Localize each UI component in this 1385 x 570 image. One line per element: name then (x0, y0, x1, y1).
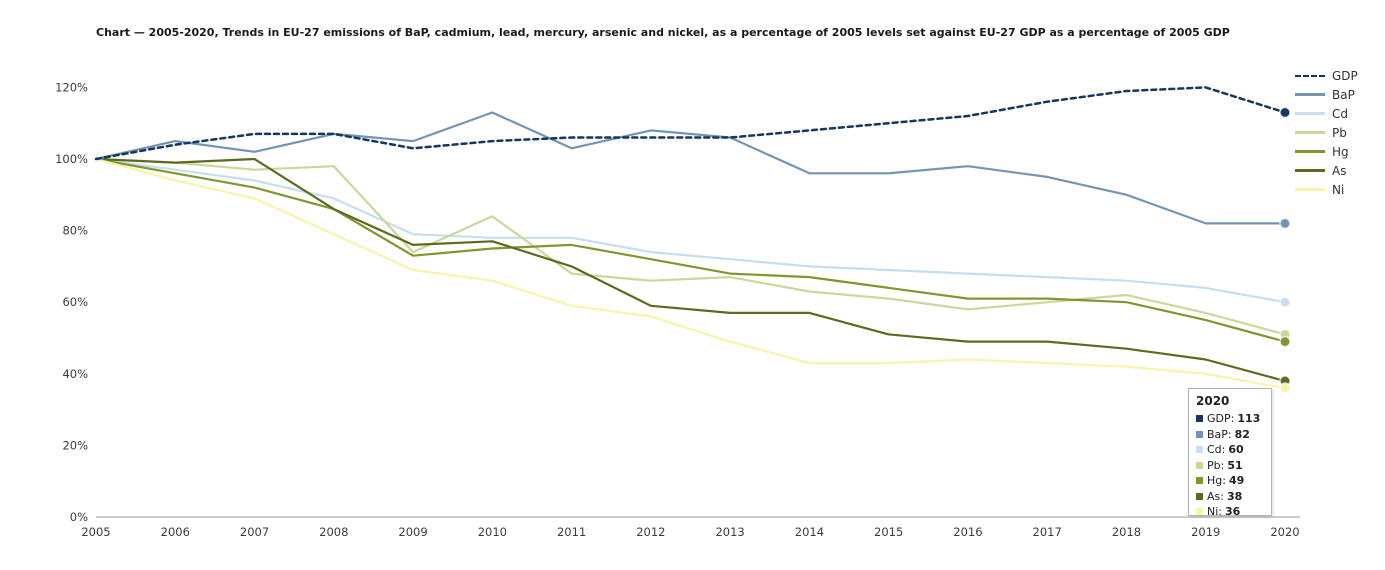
series-endpoint-GDP[interactable] (1279, 106, 1291, 119)
legend-swatch-GDP (1295, 74, 1325, 77)
x-axis-tick-label: 2014 (795, 525, 824, 539)
tooltip-series-marker (1196, 415, 1203, 423)
legend-item-Pb[interactable]: Pb (1295, 123, 1358, 142)
tooltip-row: Pb: 51 (1196, 458, 1264, 474)
legend-item-As[interactable]: As (1295, 161, 1358, 180)
tooltip-row: GDP: 113 (1196, 411, 1264, 427)
tooltip-series-value: 38 (1226, 489, 1243, 503)
series-line-BaP[interactable] (94, 111, 1287, 225)
legend-item-Ni[interactable]: Ni (1295, 180, 1358, 199)
legend-swatch-Pb (1295, 131, 1325, 134)
tooltip-series-value: 113 (1237, 412, 1261, 426)
tooltip-series-value: 51 (1227, 458, 1243, 472)
legend-label: GDP (1332, 68, 1358, 83)
legend-label: Pb (1332, 125, 1347, 140)
legend-item-Hg[interactable]: Hg (1295, 142, 1358, 161)
tooltip-row: BaP: 82 (1196, 427, 1264, 443)
x-axis-tick-label: 2010 (478, 525, 507, 539)
x-axis-tick-label: 2020 (1270, 525, 1299, 539)
tooltip-series-marker (1196, 508, 1203, 516)
x-axis-tick-label: 2008 (319, 525, 348, 539)
legend-item-BaP[interactable]: BaP (1295, 85, 1358, 104)
legend-swatch-Cd (1295, 112, 1325, 115)
x-axis-tick-label: 2017 (1033, 525, 1062, 539)
x-axis-tick-label: 2019 (1191, 525, 1220, 539)
x-axis-tick-label: 2007 (240, 525, 269, 539)
tooltip-series-label: As: (1207, 489, 1224, 503)
legend-swatch-Hg (1295, 150, 1325, 153)
tooltip-row: As: 38 (1196, 489, 1264, 505)
tooltip-year: 2020 (1196, 394, 1230, 408)
series-endpoint-Ni[interactable] (1279, 382, 1291, 394)
tooltip-series-label: GDP: (1207, 412, 1235, 426)
tooltip-series-marker (1196, 461, 1203, 469)
y-axis-tick-label: 120% (55, 80, 88, 94)
tooltip-series-value: 49 (1228, 474, 1245, 488)
y-axis-tick-label: 100% (55, 152, 88, 166)
series-line-GDP[interactable] (94, 86, 1287, 161)
tooltip-row: Cd: 60 (1196, 442, 1264, 458)
tooltip-series-marker (1196, 430, 1203, 438)
x-axis-tick-label: 2012 (636, 525, 665, 539)
y-axis-tick-label: 40% (62, 367, 88, 381)
tooltip-series-value: 60 (1228, 443, 1244, 457)
tooltip-series-marker (1196, 492, 1203, 500)
y-axis-tick-label: 60% (62, 295, 88, 309)
tooltip-series-label: Ni: (1207, 505, 1222, 519)
x-axis-tick-label: 2009 (398, 525, 427, 539)
x-axis-tick-label: 2018 (1112, 525, 1141, 539)
legend-label: As (1332, 163, 1347, 178)
y-axis-tick-label: 20% (62, 438, 88, 452)
x-axis-tick-label: 2013 (715, 525, 744, 539)
x-axis-tick-label: 2006 (161, 525, 190, 539)
legend-swatch-As (1295, 169, 1325, 172)
series-line-Cd[interactable] (94, 157, 1287, 304)
tooltip-series-marker (1196, 446, 1203, 454)
tooltip-series-label: Hg: (1207, 474, 1226, 488)
tooltip-series-value: 36 (1225, 505, 1241, 519)
x-axis-tick-label: 2005 (81, 525, 110, 539)
legend-label: BaP (1332, 87, 1355, 102)
series-endpoint-Cd[interactable] (1279, 296, 1291, 308)
tooltip-series-label: Cd: (1207, 443, 1226, 457)
series-line-As[interactable] (94, 157, 1287, 383)
series-line-Ni[interactable] (94, 157, 1287, 390)
x-axis-tick-label: 2015 (874, 525, 903, 539)
legend-item-Cd[interactable]: Cd (1295, 104, 1358, 123)
legend-label: Ni (1332, 182, 1345, 197)
legend-swatch-BaP (1295, 93, 1325, 96)
x-axis-tick-label: 2016 (953, 525, 982, 539)
tooltip-row: Ni: 36 (1196, 504, 1264, 520)
legend-item-GDP[interactable]: GDP (1295, 66, 1358, 85)
tooltip-series-label: Pb: (1207, 458, 1225, 472)
x-axis-tick-label: 2011 (557, 525, 586, 539)
y-axis-tick-label: 80% (62, 224, 88, 238)
legend-label: Hg (1332, 144, 1349, 159)
hover-tooltip: 2020 GDP: 113 BaP: 82 Cd: 60 Pb: 51 Hg: 49 As: 38 Ni… (1188, 388, 1272, 518)
series-endpoint-Hg[interactable] (1279, 335, 1291, 348)
tooltip-series-marker (1196, 477, 1203, 485)
legend-swatch-Ni (1295, 188, 1325, 191)
chart-legend: GDP BaP Cd Pb Hg As Ni (1295, 66, 1358, 199)
y-axis-tick-label: 0% (70, 510, 88, 524)
tooltip-series-label: BaP: (1207, 427, 1232, 441)
tooltip-series-value: 82 (1234, 427, 1250, 441)
legend-label: Cd (1332, 106, 1348, 121)
chart-title: Chart — 2005-2020, Trends in EU-27 emiss… (96, 26, 1230, 39)
series-line-Pb[interactable] (94, 157, 1287, 336)
series-line-Hg[interactable] (94, 157, 1287, 343)
series-endpoint-BaP[interactable] (1279, 217, 1291, 230)
tooltip-row: Hg: 49 (1196, 473, 1264, 489)
